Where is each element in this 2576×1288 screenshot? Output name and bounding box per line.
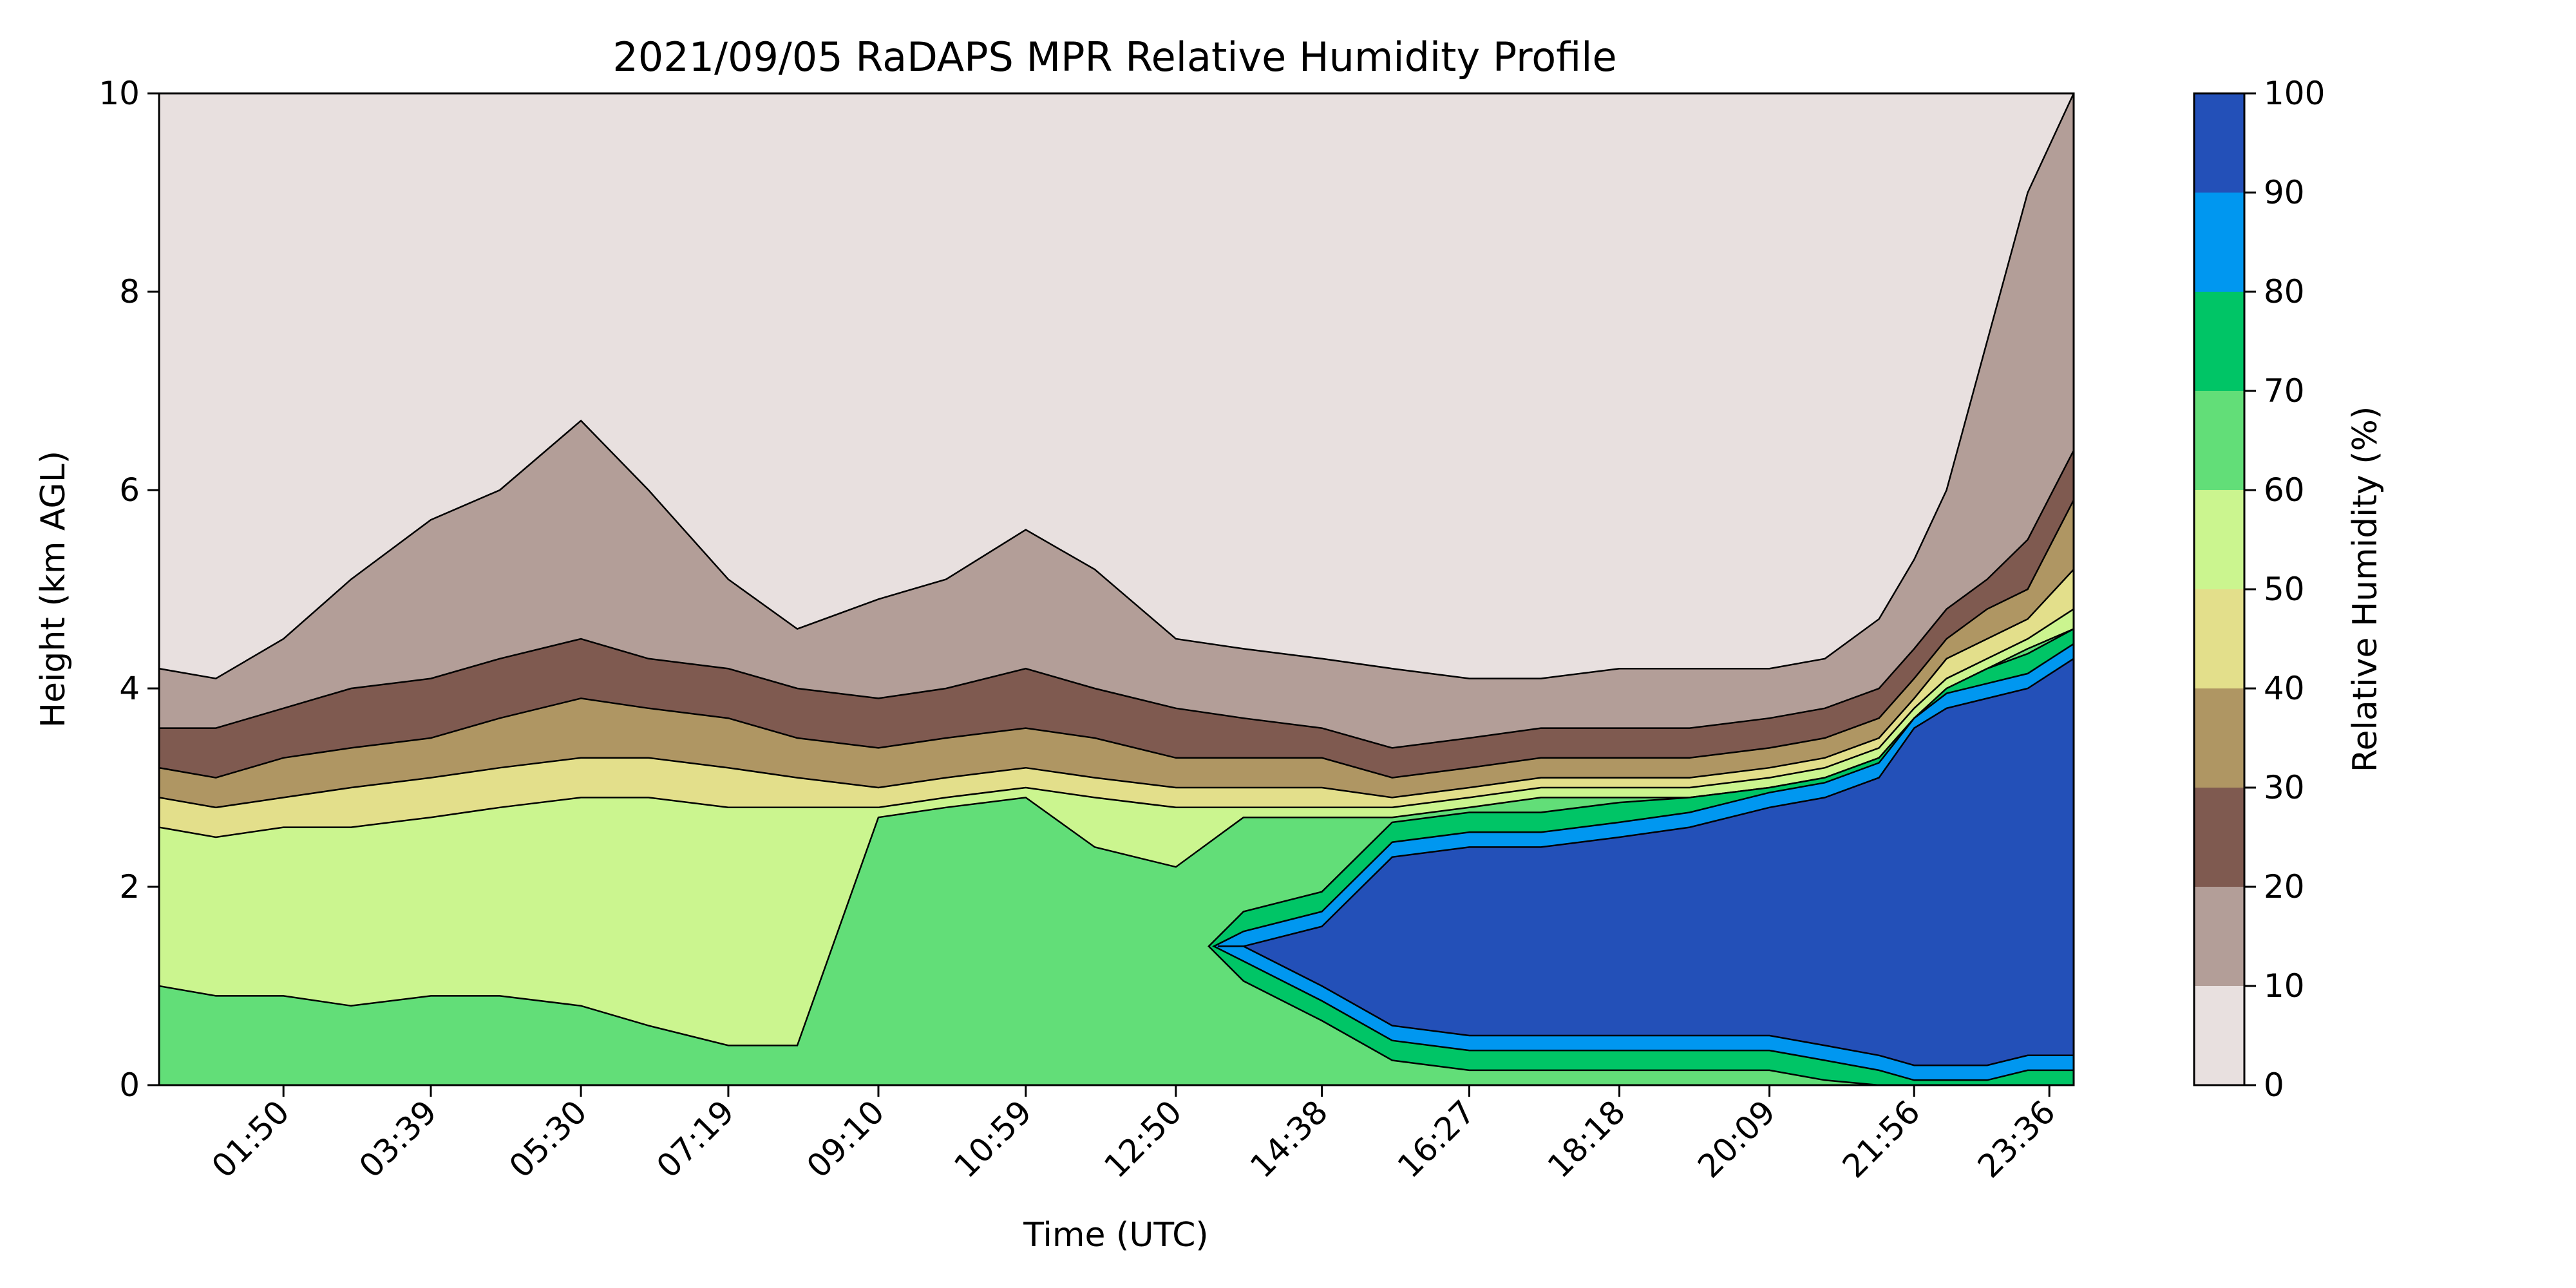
colorbar-tick-label: 50 bbox=[2264, 571, 2305, 608]
x-tick-label: 07:19 bbox=[650, 1093, 742, 1185]
colorbar-swatch bbox=[2194, 391, 2244, 490]
contour-fill-layer bbox=[159, 93, 2074, 1085]
colorbar-swatch bbox=[2194, 193, 2244, 292]
chart-title: 2021/09/05 RaDAPS MPR Relative Humidity … bbox=[612, 33, 1616, 80]
colorbar-tick-label: 80 bbox=[2264, 273, 2305, 310]
colorbar-tick-label: 30 bbox=[2264, 769, 2305, 806]
x-axis: 01:50 03:39 05:30 07:19 09:10 10:59 12:50 14:38… bbox=[205, 1085, 2063, 1185]
y-tick-label: 4 bbox=[119, 670, 140, 707]
colorbar-label: Relative Humidity (%) bbox=[2346, 406, 2385, 773]
colorbar-swatch bbox=[2194, 887, 2244, 986]
y-tick-label: 0 bbox=[119, 1066, 140, 1104]
x-tick-label: 10:59 bbox=[947, 1093, 1039, 1185]
colorbar-tick-label: 60 bbox=[2264, 471, 2305, 509]
y-axis-label: Height (km AGL) bbox=[34, 451, 73, 728]
colorbar-tick-label: 70 bbox=[2264, 372, 2305, 410]
x-tick-label: 23:36 bbox=[1971, 1093, 2063, 1185]
colorbar-swatch bbox=[2194, 589, 2244, 688]
x-tick-label: 16:27 bbox=[1390, 1093, 1482, 1185]
plot-frame bbox=[158, 92, 2075, 1086]
colorbar-swatch bbox=[2194, 688, 2244, 788]
x-tick-label: 20:09 bbox=[1690, 1093, 1783, 1185]
x-tick-label: 21:56 bbox=[1835, 1093, 1927, 1185]
x-tick-label: 03:39 bbox=[352, 1093, 444, 1185]
plot-area bbox=[158, 92, 2075, 1086]
colorbar-swatch bbox=[2194, 93, 2244, 193]
colorbar-tick-label: 100 bbox=[2264, 75, 2325, 112]
y-tick-label: 10 bbox=[99, 75, 140, 112]
x-tick-label: 09:10 bbox=[800, 1093, 892, 1185]
x-tick-label: 05:30 bbox=[502, 1093, 594, 1185]
x-tick-label: 01:50 bbox=[205, 1093, 297, 1185]
colorbar-swatch bbox=[2194, 292, 2244, 391]
y-axis: 0 2 4 6 8 10 bbox=[99, 75, 159, 1104]
x-tick-label: 12:50 bbox=[1097, 1093, 1189, 1185]
colorbar-tick-label: 90 bbox=[2264, 174, 2305, 211]
y-tick-label: 8 bbox=[119, 273, 140, 310]
colorbar-swatch bbox=[2194, 788, 2244, 887]
x-axis-label: Time (UTC) bbox=[1023, 1216, 1208, 1255]
colorbar-tick-label: 0 bbox=[2264, 1066, 2284, 1104]
rh-band-90-100 bbox=[1217, 658, 2074, 1066]
colorbar-swatch bbox=[2194, 490, 2244, 589]
colorbar-tick-label: 10 bbox=[2264, 967, 2305, 1005]
colorbar: 0 10 20 30 40 50 60 70 80 90 100 bbox=[2193, 75, 2325, 1104]
colorbar-swatch bbox=[2194, 986, 2244, 1085]
y-tick-label: 6 bbox=[119, 471, 140, 509]
x-tick-label: 14:38 bbox=[1243, 1093, 1335, 1185]
colorbar-tick-label: 40 bbox=[2264, 670, 2305, 707]
colorbar-tick-label: 20 bbox=[2264, 868, 2305, 905]
x-tick-label: 18:18 bbox=[1540, 1093, 1633, 1185]
y-tick-label: 2 bbox=[119, 868, 140, 905]
